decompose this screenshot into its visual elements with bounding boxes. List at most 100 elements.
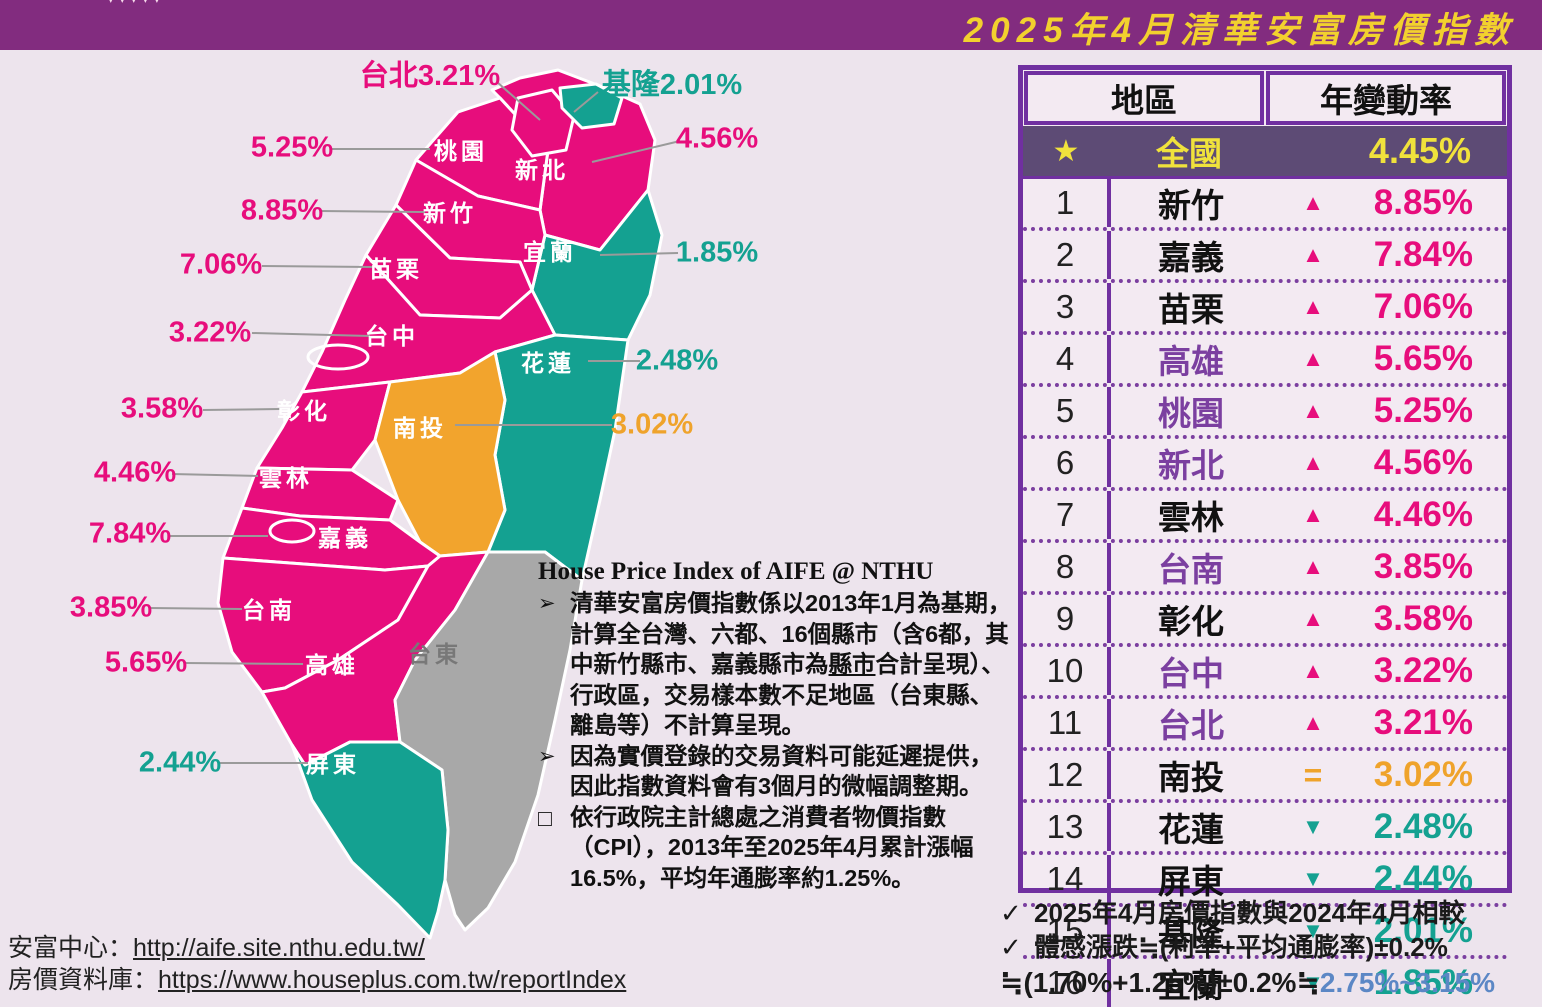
trend-arrow-icon: ▲ (1302, 190, 1324, 215)
center-link[interactable]: http://aife.site.nthu.edu.tw/ (133, 934, 425, 962)
map-callout-label: 4.46% (93, 456, 177, 489)
rate-value-cell: 8.85% (1373, 183, 1473, 222)
region-name-cell: 桃園 (1158, 395, 1224, 432)
map-regions (216, 68, 664, 940)
database-link[interactable]: https://www.houseplus.com.tw/reportIndex (158, 966, 627, 994)
trend-arrow-icon: ▲ (1302, 294, 1324, 319)
map-region-label: 苗栗 (369, 256, 423, 282)
trend-arrow-icon: ▲ (1302, 502, 1324, 527)
info-block: House Price Index of AIFE @ NTHU ➢ 清華安富房… (538, 558, 1016, 893)
map-region-label: 嘉義 (318, 525, 372, 551)
rate-value-cell: 7.06% (1373, 287, 1473, 326)
trend-arrow-icon: ▲ (1302, 346, 1324, 371)
rank-cell: 7 (1023, 491, 1111, 539)
rank-cell: 12 (1023, 751, 1111, 799)
map-region-label: 台中 (365, 323, 419, 349)
map-callout-label: 1.85% (675, 236, 759, 269)
map-region-label: 台東 (408, 641, 462, 667)
region-name-cell: 新北 (1158, 447, 1224, 484)
map-region-label: 彰化 (277, 398, 331, 424)
rate-value-cell: 4.56% (1373, 443, 1473, 482)
trend-arrow-icon: ▲ (1302, 710, 1324, 735)
database-link-row: 房價資料庫：https://www.houseplus.com.tw/repor… (8, 964, 626, 996)
region-name-cell: 基隆 (1158, 915, 1224, 952)
national-row: ★ 全國 4.45% (1023, 126, 1507, 179)
footnote-3-range: 2.75%~3.15% (1319, 966, 1496, 998)
trend-arrow-icon: ▼ (1302, 866, 1324, 891)
map-callout-label: 3.02% (610, 408, 694, 441)
map-region-taitung (393, 550, 584, 932)
taichung-city-outline (306, 343, 370, 371)
table-row: 3 苗栗 ▲ 7.06% (1023, 283, 1507, 335)
map-callout-label: 3.22% (168, 316, 252, 349)
map-region-taipei (510, 88, 576, 158)
trend-arrow-icon: ▼ (1302, 814, 1324, 839)
map-callout-label: 7.84% (88, 517, 172, 550)
info-bullet-3: □ 依行政院主計總處之消費者物價指數（CPI），2013年至2025年4月累計漲… (538, 802, 1016, 894)
map-region-pingtung (290, 740, 450, 940)
square-bullet-icon: □ (538, 804, 552, 831)
trend-arrow-icon: ▲ (1302, 658, 1324, 683)
national-value: 4.45% (1368, 130, 1471, 171)
trend-arrow-icon: = (1303, 756, 1323, 793)
map-region-label: 雲林 (259, 465, 313, 491)
region-name-cell: 南投 (1158, 759, 1224, 796)
region-name-cell: 雲林 (1158, 499, 1224, 536)
footnote-1: ✓ 2025年4月房價指數與2024年4月相較 (1000, 897, 1540, 931)
table-row: 7 雲林 ▲ 4.46% (1023, 491, 1507, 543)
table-row: 15 基隆 ▼ 2.01% (1023, 907, 1507, 959)
chiayi-city-outline (268, 518, 316, 544)
table-row: 8 台南 ▲ 3.85% (1023, 543, 1507, 595)
rank-cell: 9 (1023, 595, 1111, 643)
rate-value-cell: 3.21% (1373, 703, 1473, 742)
table-row: 2 嘉義 ▲ 7.84% (1023, 231, 1507, 283)
star-icon: ★ (1052, 134, 1080, 168)
map-region-keelung (558, 82, 624, 130)
check-icon: ✓ (1000, 931, 1022, 962)
map-callout-label: 2.48% (635, 344, 719, 377)
region-name-cell: 台南 (1158, 551, 1224, 588)
top-header-bar: ▾▾▾▾▾ 2025年4月清華安富房價指數 (0, 0, 1542, 50)
header-region: 地區 (1024, 71, 1264, 125)
trend-arrow-icon: ▼ (1302, 918, 1324, 943)
map-region-nantou (373, 350, 507, 558)
map-callout-label: 2.44% (138, 746, 222, 779)
map-callout-label: 8.85% (240, 194, 324, 227)
rate-value-cell: 3.02% (1373, 755, 1473, 794)
rank-cell: 15 (1023, 907, 1111, 955)
arrow-bullet-icon: ➢ (538, 592, 556, 615)
rank-cell: 1 (1023, 179, 1111, 227)
table-header: 地區 年變動率 (1023, 70, 1507, 126)
table-row: 12 南投 = 3.02% (1023, 751, 1507, 803)
map-region-label: 花蓮 (521, 350, 575, 376)
table-row: 1 新竹 ▲ 8.85% (1023, 179, 1507, 231)
header-rate: 年變動率 (1266, 71, 1506, 125)
table-row: 10 台中 ▲ 3.22% (1023, 647, 1507, 699)
footnotes: ✓ 2025年4月房價指數與2024年4月相較 ✓ 體感漲跌≒(利率+平均通膨率)±… (1000, 897, 1540, 1001)
map-region-label: 屏東 (306, 751, 360, 777)
map-region-label: 新竹 (423, 200, 477, 226)
map-callout-label: 5.65% (104, 646, 188, 679)
map-region-label: 南投 (393, 415, 447, 441)
rate-value-cell: 2.48% (1373, 807, 1473, 846)
rank-cell: 5 (1023, 387, 1111, 435)
rank-cell: 2 (1023, 231, 1111, 279)
rank-cell: 11 (1023, 699, 1111, 747)
ranking-table: 地區 年變動率 ★ 全國 4.45% 1 新竹 ▲ 8.85% 2 嘉義 ▲ 7… (1018, 65, 1512, 1007)
map-region-label: 宜蘭 (523, 239, 577, 265)
rank-cell: 13 (1023, 803, 1111, 851)
rank-cell: 3 (1023, 283, 1111, 331)
table-row: 4 高雄 ▲ 5.65% (1023, 335, 1507, 387)
info-bullet-1: ➢ 清華安富房價指數係以2013年1月為基期，計算全台灣、六都、16個縣市（含6… (538, 588, 1016, 741)
trend-arrow-icon: ▲ (1302, 606, 1324, 631)
rate-value-cell: 3.85% (1373, 547, 1473, 586)
center-link-label: 安富中心： (8, 934, 134, 962)
rate-value-cell: 5.65% (1373, 339, 1473, 378)
map-callout-label: 5.25% (250, 131, 334, 164)
arrow-bullet-icon: ➢ (538, 744, 556, 768)
table-row: 5 桃園 ▲ 5.25% (1023, 387, 1507, 439)
page-title: 2025年4月清華安富房價指數 (963, 11, 1516, 50)
map-callout-label: 3.58% (120, 392, 204, 425)
table-row: 16 宜蘭 ▼ 1.85% (1023, 959, 1507, 1007)
footnote-3: ≒(1.70%+1.25%)±0.2%≒2.75%~3.15% (1000, 966, 1496, 998)
